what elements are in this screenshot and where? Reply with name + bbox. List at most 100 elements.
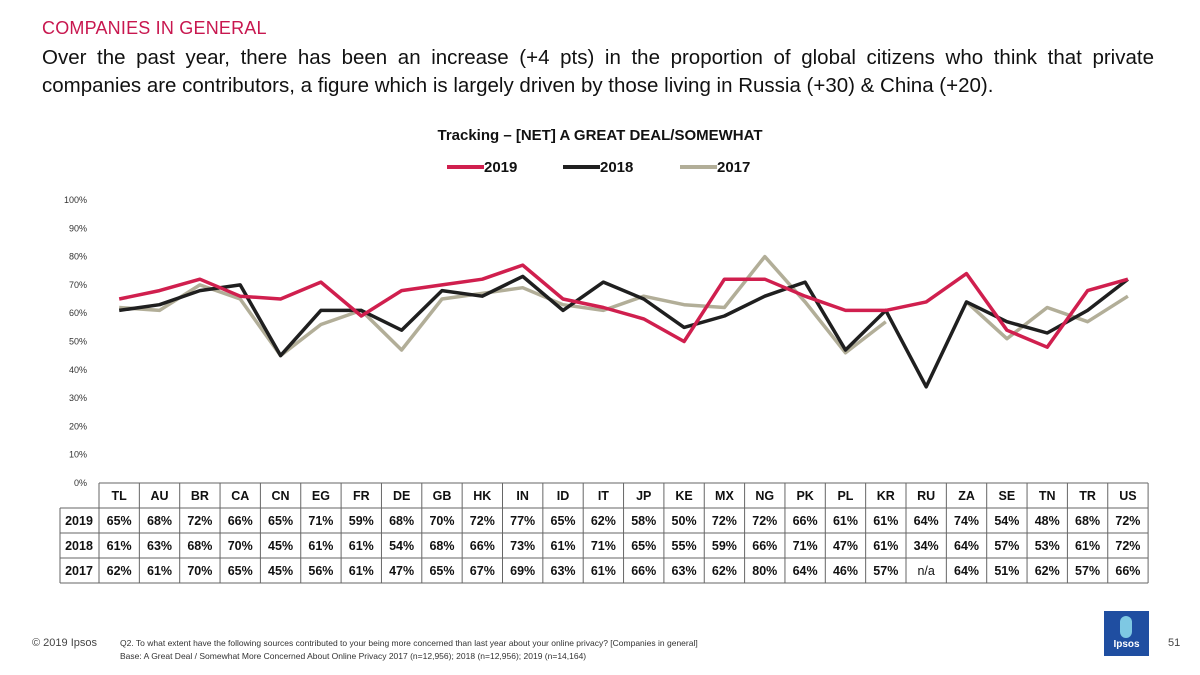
x-tick-label: EG [312,489,330,503]
data-label: 80% [752,564,777,578]
data-label: 65% [228,564,253,578]
y-tick-label: 70% [69,280,87,290]
data-label: 53% [1035,539,1060,553]
data-label: 63% [672,564,697,578]
footnote-base: Base: A Great Deal / Somewhat More Conce… [120,651,587,661]
data-label: 72% [1115,539,1140,553]
data-label: 59% [712,539,737,553]
data-label: 64% [914,514,939,528]
data-label: 64% [954,564,979,578]
y-tick-label: 100% [64,195,87,205]
series-line-2017 [965,294,1129,341]
row-label-2018: 2018 [65,539,93,553]
data-label: 61% [873,539,898,553]
data-label: 68% [1075,514,1100,528]
data-label: 54% [389,539,414,553]
x-tick-label: ID [557,489,570,503]
x-tick-label: KE [675,489,692,503]
data-label: 72% [712,514,737,528]
x-tick-label: IT [598,489,609,503]
legend-label-2017: 2017 [717,159,750,176]
y-tick-label: 30% [69,393,87,403]
data-label: 61% [873,514,898,528]
x-tick-label: TR [1079,489,1096,503]
data-label: 47% [833,539,858,553]
section-label: COMPANIES IN GENERAL [42,18,267,38]
x-tick-label: AU [150,489,168,503]
footnote: Q2. To what extent have the following so… [120,637,698,663]
data-label: 61% [1075,539,1100,553]
data-label: 55% [672,539,697,553]
data-label: 34% [914,539,939,553]
data-label: 46% [833,564,858,578]
series-line-2017 [119,254,887,358]
data-label: 73% [510,539,535,553]
x-tick-label: FR [353,489,370,503]
data-label: 61% [833,514,858,528]
data-label: 74% [954,514,979,528]
x-tick-label: JP [636,489,651,503]
x-tick-label: CA [231,489,249,503]
x-tick-label: TN [1039,489,1056,503]
data-label: 68% [389,514,414,528]
data-label: 61% [591,564,616,578]
legend-label-2018: 2018 [600,159,633,176]
data-label: 65% [551,514,576,528]
x-tick-label: NG [755,489,774,503]
data-label: 71% [308,514,333,528]
data-label: 61% [349,539,374,553]
x-tick-label: IN [516,489,529,503]
y-tick-label: 0% [74,478,87,488]
copyright: © 2019 Ipsos [32,637,97,649]
data-label: 67% [470,564,495,578]
y-tick-label: 90% [69,223,87,233]
data-label: 66% [752,539,777,553]
data-label: 63% [551,564,576,578]
data-label: 61% [551,539,576,553]
data-label: 57% [994,539,1019,553]
data-label: 62% [107,564,132,578]
data-label: 45% [268,564,293,578]
data-label: 62% [712,564,737,578]
data-label: 54% [994,514,1019,528]
row-label-2017: 2017 [65,564,93,578]
data-label: 61% [107,539,132,553]
data-label: 63% [147,539,172,553]
data-label: 68% [429,539,454,553]
x-tick-label: RU [917,489,935,503]
data-label: 72% [752,514,777,528]
data-label: n/a [917,564,934,578]
x-tick-label: ZA [958,489,975,503]
x-tick-label: MX [715,489,734,503]
data-label: 70% [187,564,212,578]
logo-mark-icon [1120,616,1132,638]
data-label: 72% [1115,514,1140,528]
data-label: 61% [308,539,333,553]
x-tick-label: US [1119,489,1136,503]
data-label: 77% [510,514,535,528]
series-line-2018 [118,274,1129,389]
data-label: 65% [107,514,132,528]
page-number: 51 [1168,637,1181,649]
y-tick-label: 50% [69,337,87,347]
data-label: 70% [429,514,454,528]
data-label: 61% [349,564,374,578]
data-label: 51% [994,564,1019,578]
data-label: 66% [793,514,818,528]
data-label: 66% [1115,564,1140,578]
row-label-2019: 2019 [65,514,93,528]
data-label: 69% [510,564,535,578]
x-tick-label: BR [191,489,209,503]
y-tick-label: 80% [69,252,87,262]
chart-title: Tracking – [NET] A GREAT DEAL/SOMEWHAT [437,127,762,144]
data-label: 57% [1075,564,1100,578]
data-label: 71% [591,539,616,553]
data-label: 61% [147,564,172,578]
x-tick-label: SE [999,489,1016,503]
data-label: 68% [187,539,212,553]
x-tick-label: CN [272,489,290,503]
data-label: 62% [1035,564,1060,578]
data-label: 64% [954,539,979,553]
x-tick-label: KR [877,489,895,503]
x-tick-label: DE [393,489,410,503]
